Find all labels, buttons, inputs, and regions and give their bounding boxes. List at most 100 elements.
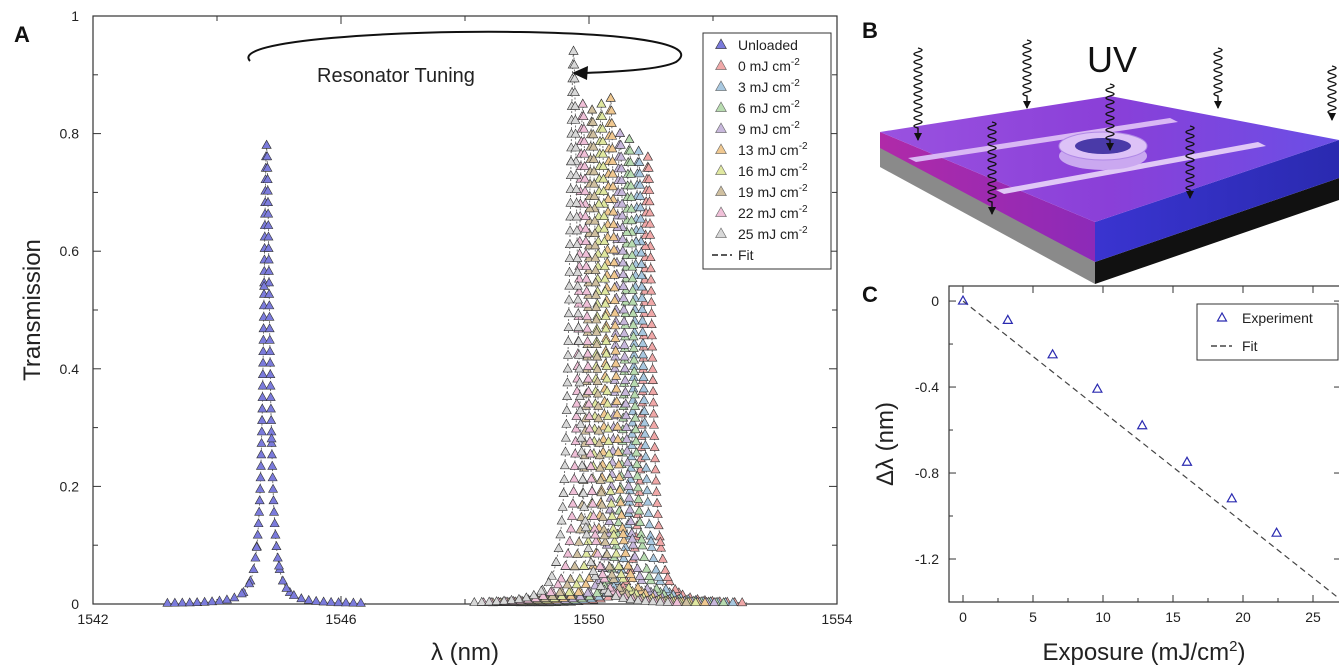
data-marker — [586, 485, 598, 495]
data-marker — [579, 501, 590, 511]
data-marker — [637, 304, 648, 314]
data-marker — [598, 434, 609, 443]
ring-hole — [1075, 138, 1131, 154]
data-marker — [584, 423, 595, 433]
data-marker — [653, 520, 664, 530]
data-marker — [565, 197, 576, 207]
uv-ray — [987, 121, 997, 215]
data-marker — [577, 474, 588, 483]
data-marker — [595, 580, 606, 590]
data-marker — [267, 472, 278, 482]
y-tick-label-a: 0.2 — [60, 478, 80, 494]
data-marker — [645, 535, 657, 545]
data-marker — [647, 596, 658, 606]
data-marker — [265, 357, 276, 367]
data-marker — [652, 497, 663, 507]
data-marker — [574, 377, 585, 387]
data-marker — [644, 218, 655, 228]
legend-entry: Fit — [738, 247, 754, 263]
data-marker — [621, 421, 632, 431]
data-marker — [591, 326, 602, 336]
data-marker — [264, 346, 275, 356]
data-marker — [630, 400, 641, 410]
data-marker — [690, 597, 701, 606]
data-marker — [572, 548, 583, 558]
data-marker — [624, 133, 635, 143]
data-marker — [628, 394, 639, 404]
data-marker — [571, 423, 582, 433]
data-marker — [737, 597, 748, 607]
data-marker — [591, 314, 602, 324]
data-marker — [560, 446, 571, 456]
data-marker — [637, 338, 648, 347]
data-marker — [577, 460, 588, 470]
data-marker — [255, 472, 266, 482]
y-tick-label-a: 0.6 — [60, 243, 80, 259]
data-marker — [638, 372, 649, 381]
data-marker — [562, 391, 573, 401]
y-axis-title-c: Δλ (nm) — [872, 402, 899, 486]
waveguide-lower — [996, 142, 1266, 194]
data-marker — [355, 597, 366, 607]
data-marker — [594, 450, 605, 460]
data-marker — [268, 495, 279, 505]
data-marker — [256, 449, 267, 459]
data-marker — [588, 510, 599, 520]
data-marker — [645, 252, 656, 261]
data-marker — [258, 357, 269, 367]
data-marker — [561, 404, 572, 414]
data-marker — [573, 586, 584, 596]
data-marker — [614, 484, 625, 494]
data-marker — [263, 231, 274, 241]
data-marker — [469, 597, 480, 606]
data-marker — [597, 136, 608, 145]
data-marker — [627, 417, 638, 427]
panel-b-schematic: B UV — [862, 18, 1339, 284]
data-marker — [628, 308, 639, 317]
data-marker — [592, 548, 603, 558]
panel-letter-b: B — [862, 18, 878, 43]
data-marker — [184, 597, 195, 607]
data-marker — [609, 269, 620, 279]
data-marker — [303, 594, 314, 604]
y-tick-label-a: 1 — [71, 8, 79, 24]
data-marker — [681, 597, 692, 606]
data-marker — [637, 315, 648, 325]
data-marker — [570, 142, 581, 152]
data-marker — [611, 548, 622, 558]
data-marker — [563, 335, 574, 345]
data-marker — [610, 358, 621, 368]
data-marker — [564, 266, 575, 276]
data-marker — [617, 233, 628, 243]
data-marker — [643, 507, 654, 517]
data-marker — [583, 398, 594, 408]
data-marker — [609, 535, 620, 545]
experiment-point — [957, 294, 969, 305]
data-marker — [264, 311, 275, 321]
data-marker — [600, 298, 611, 308]
data-marker — [340, 597, 351, 607]
data-marker — [644, 185, 655, 194]
data-marker — [258, 323, 269, 333]
slab-right — [1095, 140, 1339, 262]
data-marker — [636, 281, 647, 291]
data-marker — [267, 460, 278, 470]
data-marker — [592, 388, 603, 398]
data-marker — [569, 73, 580, 83]
data-marker — [603, 448, 614, 458]
data-marker — [277, 575, 288, 585]
data-marker — [619, 316, 630, 326]
data-marker — [251, 541, 262, 551]
data-marker — [615, 139, 626, 149]
data-marker — [623, 469, 634, 478]
data-marker — [655, 536, 666, 546]
data-marker — [582, 587, 593, 597]
data-marker — [597, 123, 608, 133]
data-marker — [589, 227, 600, 237]
data-marker — [576, 432, 587, 442]
data-marker — [248, 563, 259, 573]
data-marker — [625, 157, 636, 167]
data-marker — [599, 223, 610, 233]
uv-label: UV — [1087, 39, 1137, 80]
data-marker — [646, 541, 657, 551]
